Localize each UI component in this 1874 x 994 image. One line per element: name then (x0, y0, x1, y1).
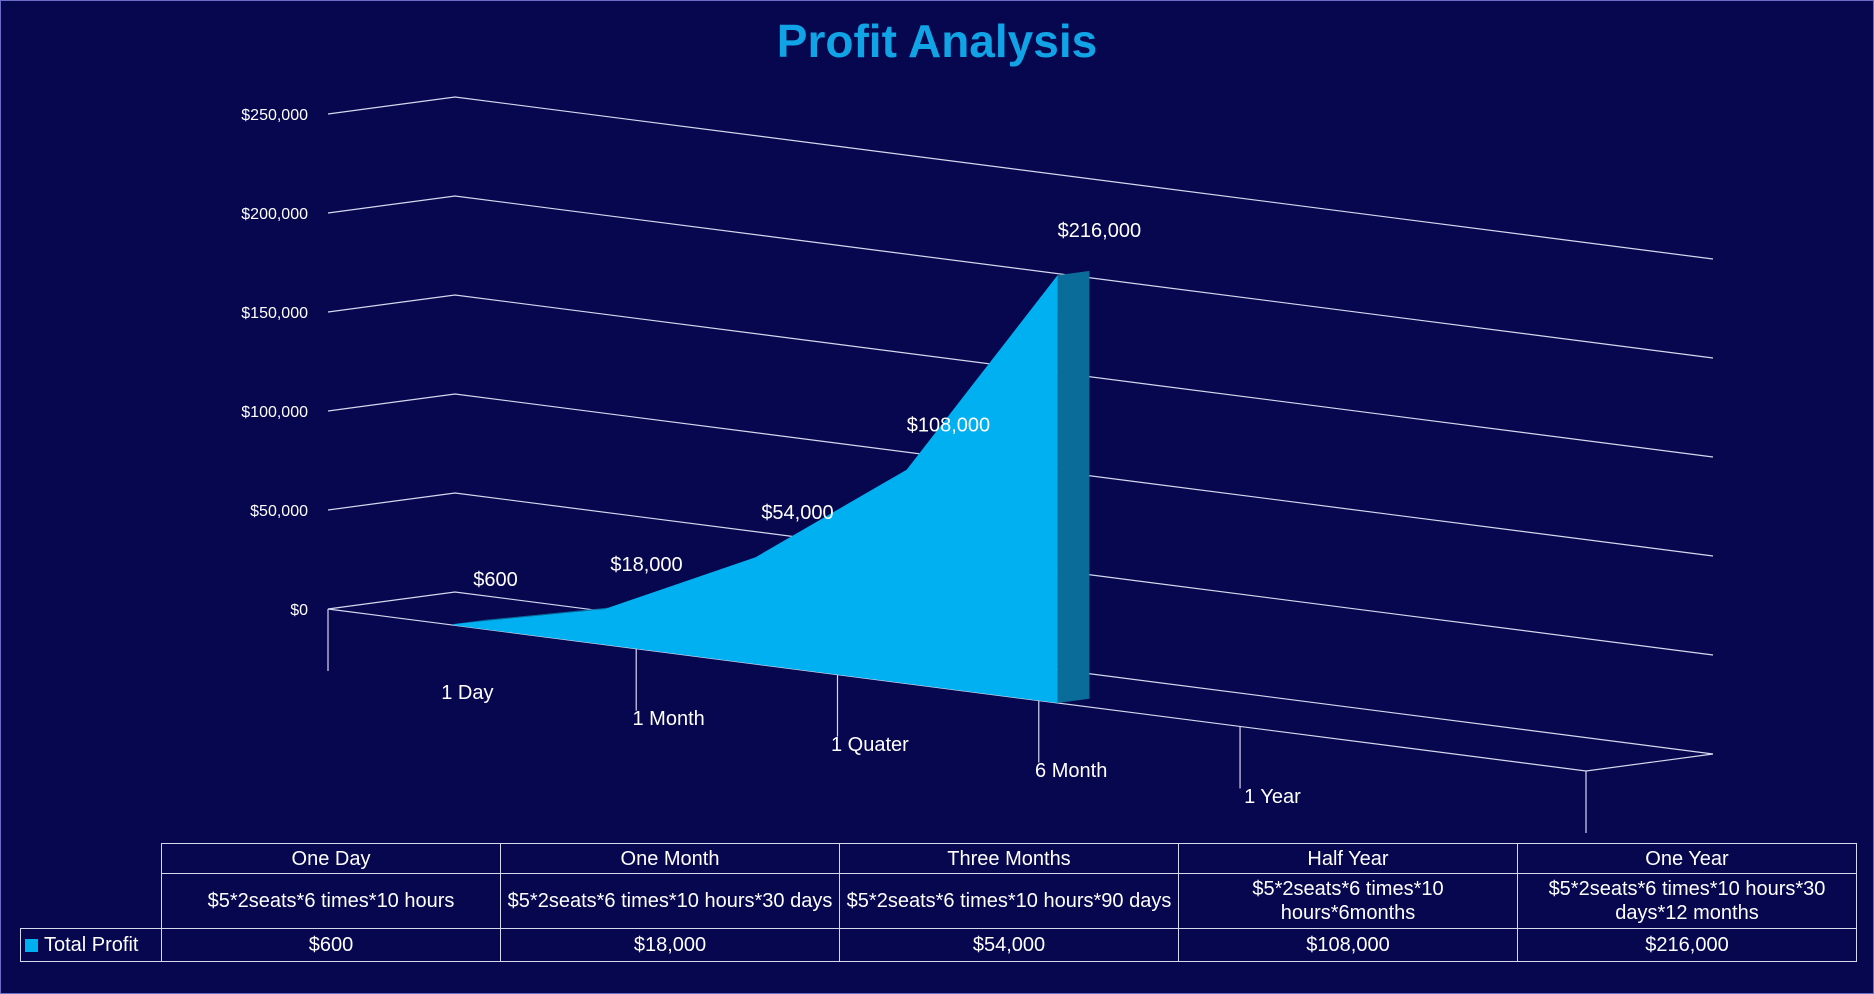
table-value-cell: $216,000 (1517, 928, 1857, 962)
table-value-cell: $600 (161, 928, 501, 962)
x-tick-label: 1 Quater (831, 734, 909, 756)
y-tick-label: $200,000 (241, 206, 308, 223)
data-label: $216,000 (1058, 220, 1141, 242)
y-tick-label: $50,000 (250, 503, 308, 520)
chart-plot: $0 $50,000 $100,000 $150,000 $200,000 $250,00… (241, 96, 1714, 833)
x-tick-label: 1 Month (632, 708, 704, 730)
table-header-cell: Three Months (839, 843, 1179, 874)
table-header-cell: Half Year (1178, 843, 1518, 874)
table-value-cell: $18,000 (500, 928, 840, 962)
table-series-cell: Total Profit (20, 928, 162, 962)
chart-title: Profit Analysis (776, 15, 1098, 67)
table-value-row: Total Profit $600 $18,000 $54,000 $108,0… (20, 928, 1857, 962)
table-value-cell: $108,000 (1178, 928, 1518, 962)
table-formula-row: $5*2seats*6 times*10 hours $5*2seats*6 t… (21, 873, 1857, 929)
x-tick-label: 1 Year (1244, 786, 1301, 808)
x-tick-label: 6 Month (1035, 760, 1107, 782)
gridline (327, 294, 1714, 458)
y-tick-label: $100,000 (241, 404, 308, 421)
y-tick-label: $150,000 (241, 305, 308, 322)
table-header-cell: One Year (1517, 843, 1857, 874)
gridline (327, 195, 1714, 359)
table-formula-cell: $5*2seats*6 times*10 hours*30 days*12 mo… (1517, 873, 1857, 929)
area-front-face (453, 275, 1058, 703)
y-tick-label: $0 (290, 602, 308, 619)
table-header-cell: One Month (500, 843, 840, 874)
x-tick-label: 1 Day (441, 682, 493, 704)
gridline (327, 96, 1714, 260)
gridline (327, 393, 1714, 557)
area-end-face (1057, 271, 1090, 703)
data-label: $600 (473, 569, 518, 591)
table-formula-cell: $5*2seats*6 times*10 hours (161, 873, 501, 929)
table-formula-cell: $5*2seats*6 times*10 hours*90 days (839, 873, 1179, 929)
table-header-cell: One Day (161, 843, 501, 874)
legend-key-icon (25, 939, 38, 952)
data-table: One Day One Month Three Months Half Year… (20, 843, 1857, 962)
series-label: Total Profit (44, 934, 139, 956)
table-header-row: One Day One Month Three Months Half Year… (21, 843, 1857, 874)
data-label: $54,000 (761, 502, 833, 524)
data-label: $18,000 (610, 554, 682, 576)
gridline (327, 492, 1714, 656)
data-label: $108,000 (907, 414, 990, 436)
gridline (327, 591, 1714, 755)
table-formula-cell: $5*2seats*6 times*10 hours*6months (1178, 873, 1518, 929)
table-formula-cell: $5*2seats*6 times*10 hours*30 days (500, 873, 840, 929)
table-value-cell: $54,000 (839, 928, 1179, 962)
y-tick-label: $250,000 (241, 107, 308, 124)
